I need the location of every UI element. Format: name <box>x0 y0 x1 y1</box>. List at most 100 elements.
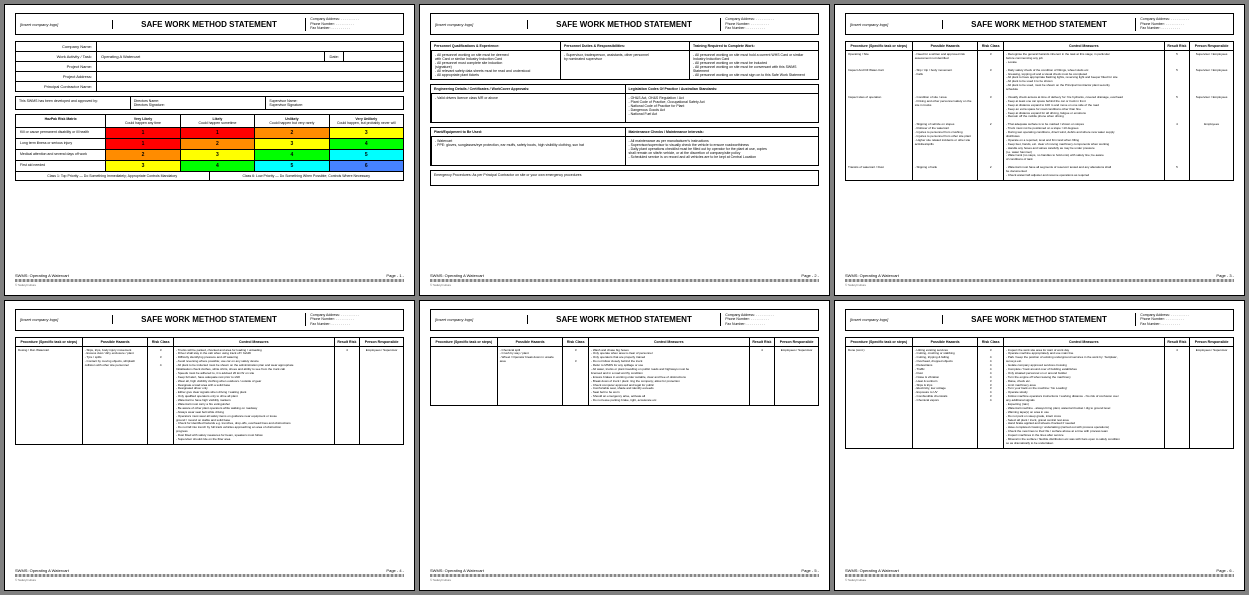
cell-hazards: - Hitting existing services- Cutting, cr… <box>912 347 978 448</box>
cell-person-responsible: Supervisor / Employees <box>1189 51 1233 67</box>
director-sig-label: Directors Signature: <box>134 103 263 107</box>
matrix-cell: 2 <box>180 139 254 149</box>
hazard-table: Procedure (Specific task or steps) Possi… <box>845 41 1234 181</box>
page-grid: [Insert company logo] SAFE WORK METHOD S… <box>4 4 1245 591</box>
cell-person-responsible <box>1189 164 1233 180</box>
hazard-table: Procedure (Specific task or steps) Possi… <box>845 337 1234 449</box>
col-risk-class: Risk Class <box>977 338 1003 346</box>
matrix-row-label: Kill or cause permanent disability or il… <box>16 128 105 138</box>
matrix-body: Kill or cause permanent disability or il… <box>16 127 403 171</box>
matrix-cell: 1 <box>105 128 179 138</box>
duties-header: Personnel Duties & Responsibilities: <box>560 42 689 51</box>
col-very-unlikely: Very UnlikelyCould happen, but probably … <box>329 115 403 127</box>
hazard-row: - Slipping of vehicle on slopes- Rollove… <box>846 121 1233 164</box>
contact-block: Company Address: . . . . . . . . . . Pho… <box>721 311 818 329</box>
page-5: [Insert company logo] SAFE WORK METHOD S… <box>419 300 830 592</box>
activity-value: Operating A Watercart <box>96 52 324 61</box>
project-address-value <box>96 72 403 81</box>
cell-result-risk: 4 <box>749 347 775 405</box>
footer-bar <box>430 574 819 577</box>
plant-header: Plant/Equipment to Be Used: <box>431 128 625 137</box>
hazard-table: Procedure (Specific task or steps) Possi… <box>15 337 404 445</box>
matrix-cell: 5 <box>329 150 403 160</box>
copyright: © SafetyCulture <box>430 578 819 582</box>
date-label: Date: <box>324 52 343 61</box>
logo-placeholder: [Insert company logo] <box>431 315 528 324</box>
hazard-row: Inspect sites of operation - Condition o… <box>846 94 1233 121</box>
page-footer: SWMS: Operating A Watercart Page - 3 - <box>845 269 1234 278</box>
matrix-row: Long term illness or serious injury1234 <box>16 138 403 149</box>
cell-result-risk: 5 <box>1164 51 1190 67</box>
cell-risk-class: 3 <box>977 67 1003 94</box>
project-name-value <box>96 62 403 71</box>
legislation-body: - OH&S Act, OH&S Regulation / Act- Plant… <box>625 94 819 122</box>
matrix-row: First aid needed3456 <box>16 160 403 171</box>
cell-task <box>846 121 912 164</box>
page-1: [Insert company logo] SAFE WORK METHOD S… <box>4 4 415 296</box>
director-col: Directors Name: Directors Signature: <box>130 97 267 109</box>
matrix-cell: 3 <box>105 161 179 171</box>
fax-number: Fax Number: . . . . . . . . . . <box>310 26 399 31</box>
matrix-cell: 4 <box>254 150 328 160</box>
col-hazards: Possible Hazards <box>912 42 978 50</box>
emergency-section: Emergency Procedures: As per Principal C… <box>430 170 819 186</box>
cell-result-risk: 4 <box>334 347 360 444</box>
page-footer: SWMS: Operating A Watercart Page - 2 - <box>430 269 819 278</box>
doc-header: [Insert company logo] SAFE WORK METHOD S… <box>15 13 404 35</box>
footer-doc-name: SWMS: Operating A Watercart <box>845 273 899 278</box>
hazard-row: Dosing / Run Watercart - Slips, trips, b… <box>16 347 403 444</box>
plant-body: - Watercart- PPE: gloves, sunglasses/eye… <box>431 137 625 165</box>
col-person-responsible: Person Responsible <box>359 338 403 346</box>
cell-control-measures: - Inspect the work site area for start o… <box>1003 347 1164 448</box>
cell-task <box>431 347 497 405</box>
page-3: [Insert company logo] SAFE WORK METHOD S… <box>834 4 1245 296</box>
principal-contractor-label: Principal Contractor Name: <box>16 82 96 91</box>
col-procedure: Procedure (Specific task or steps) <box>846 338 912 346</box>
date-value <box>343 52 403 61</box>
cell-control-measures: - Visually check access at time of deliv… <box>1003 94 1164 121</box>
personnel-section: Personnel Qualifications & Experience: P… <box>430 41 819 80</box>
doc-header: [Insert company logo] SAFE WORK METHOD S… <box>430 309 819 331</box>
engineering-header: Engineering Details / Certificates / Wor… <box>431 85 625 94</box>
matrix-cell: 4 <box>180 161 254 171</box>
cell-task: Inspect sites of operation <box>846 94 912 121</box>
cell-task: Operating / Site <box>846 51 912 67</box>
doc-header: [Insert company logo] SAFE WORK METHOD S… <box>15 309 404 331</box>
copyright: © SafetyCulture <box>845 283 1234 287</box>
cell-result-risk: 5 <box>1164 67 1190 94</box>
cell-person-responsible: Supervisor / Employees <box>1189 67 1233 94</box>
col-risk-class: Risk Class <box>147 338 173 346</box>
col-result-risk: Result Risk <box>1164 42 1190 50</box>
matrix-cell: 6 <box>329 161 403 171</box>
training-header: Training Required to Complete Work: <box>689 42 818 51</box>
page-number: Page - 4 - <box>386 568 404 573</box>
contact-block: Company Address: . . . . . . . . . . Pho… <box>1136 15 1233 33</box>
hazard-row: - Chemical spill- Crush by way / plant- … <box>431 347 818 405</box>
cell-risk-class: 33 <box>562 347 588 405</box>
emergency-text: Emergency Procedures: As per Principal C… <box>431 171 818 185</box>
engineering-body: - Valid drivers licence class MR or abov… <box>431 94 625 122</box>
page-4: [Insert company logo] SAFE WORK METHOD S… <box>4 300 415 592</box>
project-fields: Company Name: Work Activity / Task: Oper… <box>15 41 404 92</box>
doc-header: [Insert company logo] SAFE WORK METHOD S… <box>430 13 819 35</box>
col-very-likely: Very LikelyCould happen any time <box>105 115 179 127</box>
col-unlikely: UnlikelyCould happen but very rarely <box>254 115 328 127</box>
page-number: Page - 6 - <box>1216 568 1234 573</box>
col-result-risk: Result Risk <box>749 338 775 346</box>
logo-placeholder: [Insert company logo] <box>846 20 943 29</box>
maintenance-header: Maintenance Checks / Maintenance Interva… <box>625 128 819 137</box>
matrix-cell: 2 <box>105 150 179 160</box>
legislation-header: Legislation Codes Of Practice / Australi… <box>625 85 819 94</box>
cell-control-measures: - Daily safety check of the condition of… <box>1003 67 1164 94</box>
doc-title: SAFE WORK METHOD STATEMENT <box>943 18 1137 31</box>
cell-task: Done (cont.) <box>846 347 912 448</box>
matrix-row-label: Long term illness or serious injury <box>16 139 105 149</box>
logo-placeholder: [Insert company logo] <box>16 20 113 29</box>
cell-hazards: - Slipping of vehicle on slopes- Rollove… <box>912 121 978 164</box>
maintenance-body: - All maintenance as per manufacturer's … <box>625 137 819 165</box>
copyright: © SafetyCulture <box>845 578 1234 582</box>
page-footer: SWMS: Operating A Watercart Page - 1 - <box>15 269 404 278</box>
page-footer: SWMS: Operating A Watercart Page - 6 - <box>845 564 1234 573</box>
col-result-risk: Result Risk <box>1164 338 1190 346</box>
cell-task: Dosing / Run Watercart <box>16 347 82 444</box>
